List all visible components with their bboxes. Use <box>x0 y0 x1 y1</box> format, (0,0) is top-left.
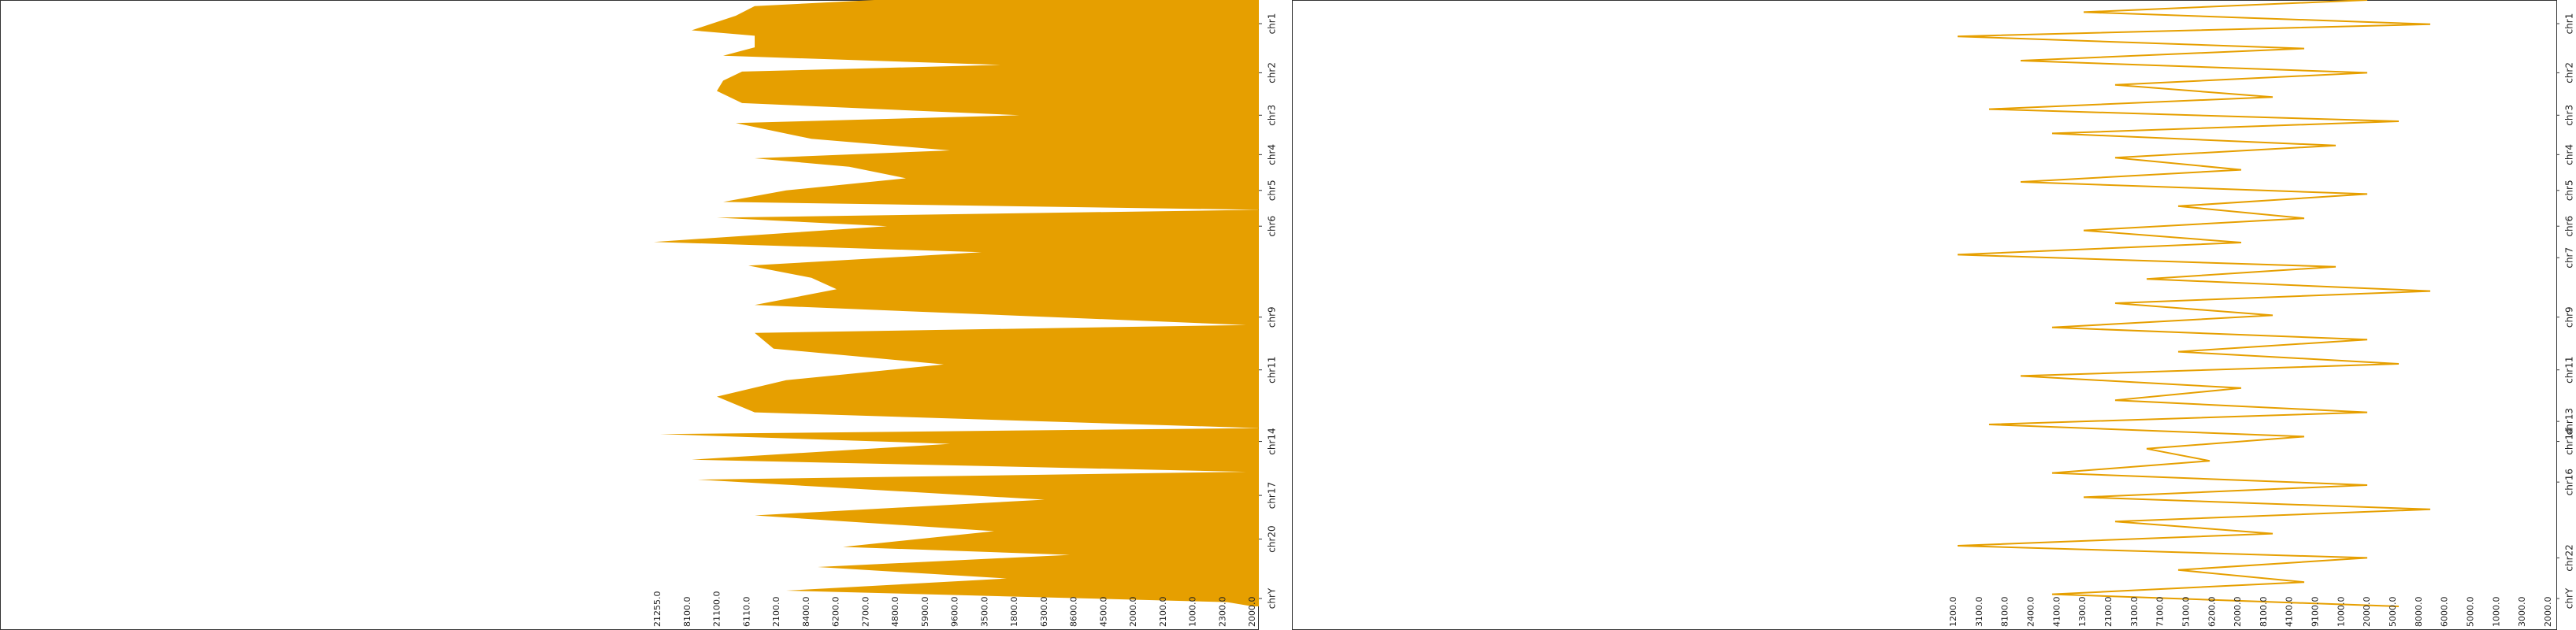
y-tick-label: chr7 <box>2564 247 2575 269</box>
bottom-label: 8100.0 <box>2259 597 2269 628</box>
y-tick-label: chr3 <box>2564 105 2575 126</box>
y-tick-label: chr20 <box>1267 525 1278 552</box>
bottom-label: 9600.0 <box>950 597 960 628</box>
bottom-label: 5000.0 <box>2388 597 2398 628</box>
y-tick-label: chr11 <box>1267 356 1278 383</box>
bottom-label: 2400.0 <box>2025 597 2036 628</box>
bottom-label: 1000.0 <box>2336 597 2346 628</box>
y-tick-label: chr6 <box>2564 216 2575 237</box>
bottom-label: 6300.0 <box>1039 597 1049 628</box>
y-tick-label: chr3 <box>1267 105 1278 126</box>
bottom-label: 5100.0 <box>2181 597 2191 628</box>
y-tick-label: chr1 <box>1267 13 1278 35</box>
bottom-label: 4100.0 <box>2051 597 2062 628</box>
bottom-label: 2300.0 <box>1217 597 1227 628</box>
bottom-label: 2000.0 <box>1247 597 1257 628</box>
y-tick-label: chr22 <box>2564 544 2575 571</box>
y-tick-label: chrY <box>2564 587 2575 609</box>
y-tick-label: chr5 <box>2564 180 2575 201</box>
bottom-label: 8100.0 <box>2000 597 2010 628</box>
bottom-label: 3000.0 <box>2517 597 2527 628</box>
line <box>1957 0 2431 607</box>
bottom-label: 1200.0 <box>1948 597 1958 628</box>
bottom-label: 9100.0 <box>2311 597 2321 628</box>
bottom-label: 8000.0 <box>2414 597 2424 628</box>
bottom-label: 2100.0 <box>771 597 781 628</box>
area <box>654 0 1259 606</box>
bottom-label: 2000.0 <box>2362 597 2372 628</box>
bottom-label: 1800.0 <box>1009 597 1019 628</box>
bottom-label: 4100.0 <box>2285 597 2295 628</box>
bottom-label: 6200.0 <box>2207 597 2217 628</box>
bottom-label: 4500.0 <box>1098 597 1108 628</box>
bottom-label: 8600.0 <box>1069 597 1079 628</box>
bottom-label: 2000.0 <box>1128 597 1138 628</box>
y-tick-label: chr14 <box>2564 428 2575 454</box>
bottom-label: 6000.0 <box>2440 597 2450 628</box>
y-tick-label: chr1 <box>2564 13 2575 35</box>
y-tick-label: chr2 <box>1267 62 1278 83</box>
bottom-label: 6200.0 <box>831 597 841 628</box>
y-tick-label: chr4 <box>1267 144 1278 165</box>
y-tick-label: chr9 <box>1267 306 1278 328</box>
bottom-label: 8400.0 <box>801 597 811 628</box>
y-tick-label: chr9 <box>2564 306 2575 328</box>
y-tick-label: chrY <box>1267 587 1278 609</box>
bottom-label: 2700.0 <box>860 597 870 628</box>
panel-frame <box>1292 0 2557 630</box>
bottom-label: 2000.0 <box>2233 597 2243 628</box>
bottom-label: 5900.0 <box>920 597 930 628</box>
bottom-label: 21255.0 <box>652 591 663 628</box>
y-tick-label: chr14 <box>1267 428 1278 454</box>
y-tick-label: chr4 <box>2564 144 2575 165</box>
bottom-label: 7100.0 <box>2155 597 2166 628</box>
y-tick-label: chr17 <box>1267 482 1278 509</box>
y-tick-label: chr11 <box>2564 356 2575 383</box>
y-tick-label: chr6 <box>1267 216 1278 237</box>
bottom-label: 1000.0 <box>2491 597 2501 628</box>
bottom-label: 8100.0 <box>682 597 692 628</box>
bottom-label: 2100.0 <box>1158 597 1168 628</box>
bottom-label: 4800.0 <box>890 597 900 628</box>
bottom-label: 3100.0 <box>1974 597 1984 628</box>
bottom-label: 3500.0 <box>979 597 989 628</box>
y-tick-label: chr16 <box>2564 469 2575 495</box>
bottom-label: 2100.0 <box>2103 597 2114 628</box>
bottom-label: 21100.0 <box>712 591 722 628</box>
bottom-label: 2000.0 <box>2543 597 2553 628</box>
y-tick-label: chr13 <box>2564 408 2575 435</box>
bottom-label: 3100.0 <box>2129 597 2140 628</box>
bottom-label: 6110.0 <box>741 597 752 628</box>
bottom-label: 5000.0 <box>2466 597 2476 628</box>
y-tick-label: chr2 <box>2564 62 2575 83</box>
bottom-label: 1300.0 <box>2077 597 2088 628</box>
y-tick-label: chr5 <box>1267 180 1278 201</box>
bottom-label: 1000.0 <box>1188 597 1198 628</box>
